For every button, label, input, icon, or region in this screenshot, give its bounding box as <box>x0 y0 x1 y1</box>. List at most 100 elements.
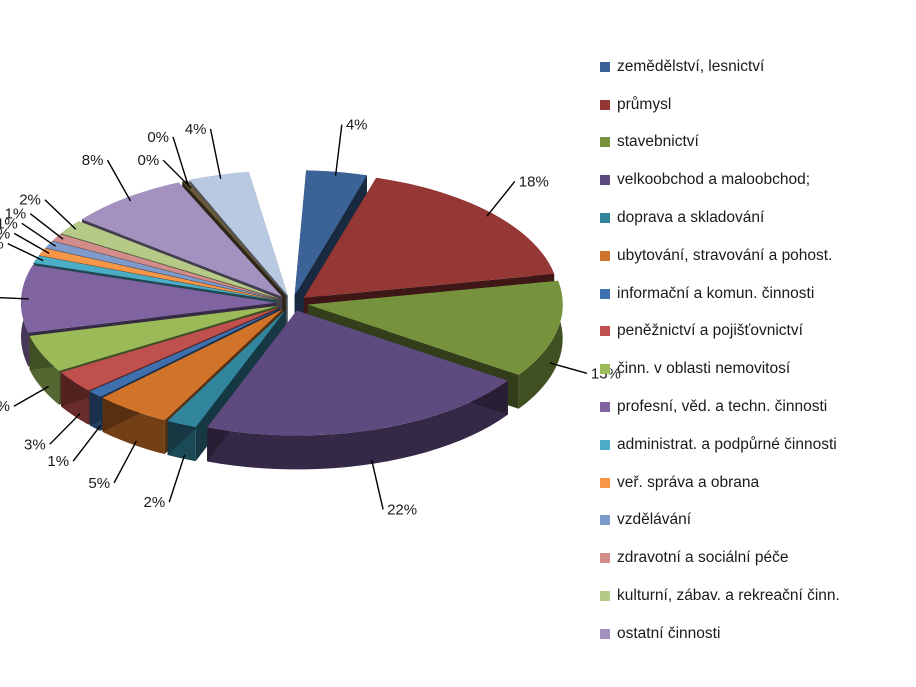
leader-line <box>29 213 64 240</box>
legend-swatch <box>600 61 610 72</box>
data-label: 4% <box>185 121 207 138</box>
pie-slice <box>182 180 286 296</box>
data-label: 8% <box>82 152 104 169</box>
label-leaders <box>0 124 588 510</box>
legend-label: peněžnictví a pojišťovnictví <box>617 322 803 340</box>
legend-swatch <box>600 591 610 602</box>
legend-item: kulturní, zábav. a rekreační činn. <box>600 577 910 615</box>
legend-item: peněžnictví a pojišťovnictví <box>600 313 910 351</box>
pie-slice <box>21 265 277 333</box>
legend-label: stavebnictví <box>617 133 699 151</box>
leader-line <box>168 454 186 503</box>
legend-label: činn. v oblasti nemovitosí <box>617 360 791 378</box>
legend-swatch <box>600 137 610 148</box>
leader-line <box>72 425 102 462</box>
pie-slice <box>303 177 555 298</box>
legend-label: velkoobchod a maloobchod; <box>617 171 811 189</box>
data-label: 4% <box>346 117 368 134</box>
pie-slice-side <box>518 280 563 409</box>
legend-swatch <box>600 402 610 413</box>
data-label: 3% <box>24 436 46 453</box>
legend-label: informační a komun. činnosti <box>617 284 815 302</box>
legend-item: zemědělství, lesnictví <box>600 48 910 86</box>
pie-slice <box>45 241 278 300</box>
legend-label: doprava a skladování <box>617 209 765 227</box>
legend-swatch <box>600 175 610 186</box>
pie-slice <box>82 182 283 297</box>
legend-swatch <box>600 628 610 639</box>
legend-item: informační a komun. činnosti <box>600 275 910 313</box>
pie-slice <box>29 306 278 371</box>
pie-slice <box>294 170 367 296</box>
pie-slice-side <box>207 380 508 470</box>
pie-slice <box>307 280 563 375</box>
legend-swatch <box>600 326 610 337</box>
legend-item: činn. v oblasti nemovitosí <box>600 350 910 388</box>
legend-item: veř. správa a obrana <box>600 464 910 502</box>
legend-item: ostatní činnosti <box>600 615 910 653</box>
pie-slice <box>39 248 278 300</box>
leader-line <box>334 124 343 176</box>
pie-slice <box>89 308 281 397</box>
legend-swatch <box>600 213 610 224</box>
data-label: 1% <box>0 236 4 253</box>
legend-label: zemědělství, lesnictví <box>617 57 765 75</box>
pie-slice <box>189 171 288 296</box>
pie-slice <box>33 255 277 301</box>
legend-item: stavebnictví <box>600 124 910 162</box>
legend-item: vzdělávání <box>600 502 910 540</box>
legend-label: průmysl <box>617 95 672 113</box>
pie-slice <box>207 310 508 436</box>
legend-item: doprava a skladování <box>600 199 910 237</box>
legend-item: průmysl <box>600 86 910 124</box>
legend-swatch <box>600 553 610 564</box>
data-label: 1% <box>5 206 27 223</box>
legend-label: profesní, věd. a techn. činnosti <box>617 398 828 416</box>
legend-label: ostatní činnosti <box>617 624 721 642</box>
data-label: 1% <box>0 225 10 242</box>
data-label: 1% <box>0 215 18 232</box>
leader-line <box>371 459 384 510</box>
data-label: 0% <box>137 152 159 169</box>
pie-slice <box>52 234 279 300</box>
legend-item: ubytování, stravování a pohost. <box>600 237 910 275</box>
data-label: 5% <box>88 475 110 492</box>
legend-item: administrat. a podpůrné činnosti <box>600 426 910 464</box>
legend: zemědělství, lesnictví průmysl stavebnictv… <box>600 48 910 653</box>
legend-item: zdravotní a sociální péče <box>600 539 910 577</box>
pie-slice <box>61 221 279 299</box>
data-label: 1% <box>47 453 69 470</box>
legend-swatch <box>600 364 610 375</box>
leader-line <box>209 128 222 179</box>
leader-line <box>44 199 77 230</box>
leader-line <box>7 242 44 262</box>
leader-line <box>13 232 50 254</box>
legend-swatch <box>600 288 610 299</box>
pie-tops <box>21 170 563 436</box>
leader-line <box>0 296 29 300</box>
legend-swatch <box>600 477 610 488</box>
data-label: 22% <box>387 501 417 518</box>
leader-line <box>162 159 192 189</box>
leader-line <box>49 413 81 445</box>
legend-label: administrat. a podpůrné činnosti <box>617 435 837 453</box>
leader-line <box>549 362 588 374</box>
legend-item: velkoobchod a maloobchod; <box>600 161 910 199</box>
leader-line <box>21 222 56 247</box>
data-label: 0% <box>147 129 169 146</box>
data-label: 5% <box>0 398 10 415</box>
leader-line <box>13 385 50 407</box>
legend-swatch <box>600 439 610 450</box>
legend-label: kulturní, zábav. a rekreační činn. <box>617 587 840 605</box>
leader-line <box>486 180 516 217</box>
legend-swatch <box>600 250 610 261</box>
legend-label: vzdělávání <box>617 511 692 529</box>
pie-slice <box>167 310 286 428</box>
leader-line <box>172 136 189 185</box>
data-labels: 4%18%13%22%2%5%1%3%5%9%1%1%1%1%2%8%0%4%0… <box>0 117 621 519</box>
leader-line <box>106 159 132 202</box>
data-label: 2% <box>19 192 41 209</box>
legend-item: profesní, věd. a techn. činnosti <box>600 388 910 426</box>
legend-swatch <box>600 99 610 110</box>
